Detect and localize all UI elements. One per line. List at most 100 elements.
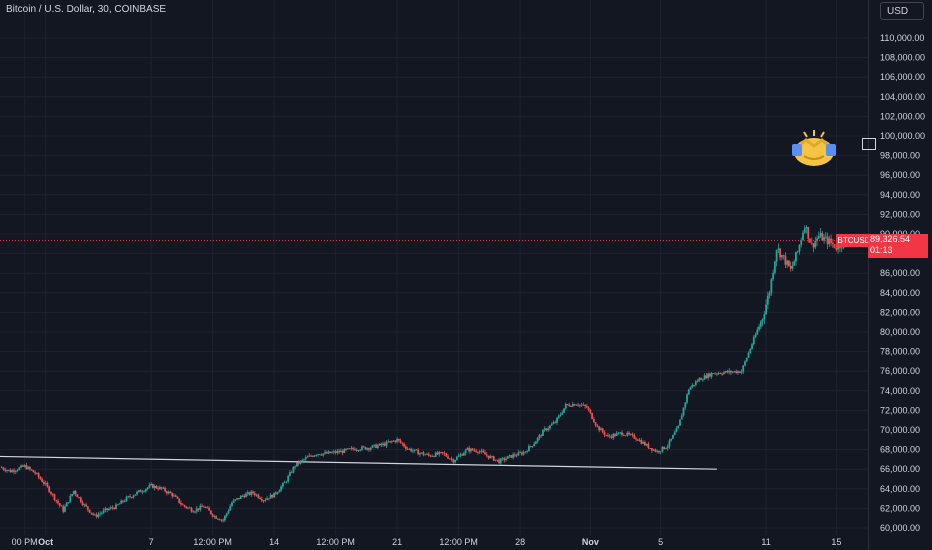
candle-body [392,440,395,442]
candle-body [139,490,142,493]
candle-body [749,348,752,353]
candle-body [484,452,486,455]
candle-body [104,508,107,511]
candle-body [441,452,444,453]
candle-body [443,452,446,454]
candle-body [505,458,507,461]
candle-body [362,446,365,448]
candle-body [345,448,348,450]
candle-body [190,508,193,512]
candle-body [336,451,339,453]
candle-body [781,255,783,258]
candle-body [610,436,613,438]
x-tick-label: 12:00 PM [316,537,355,547]
candle-body [629,434,632,436]
candle-body [462,453,465,456]
candle-body [494,459,497,461]
candle-body [457,455,460,458]
candle-body [643,441,646,446]
candle-body [127,496,130,498]
candle-body [694,381,697,385]
candle-body [185,506,188,508]
candle-body [408,448,411,450]
candle-body [693,384,695,386]
candle-body [359,449,362,451]
candle-body [264,499,267,501]
candle-body [148,485,151,488]
candle-body [517,452,520,456]
candle-body [308,455,311,457]
candle-body [169,491,172,494]
candle-body [324,452,326,454]
candle-body [603,432,606,435]
candle-body [450,458,453,460]
candle-body [659,451,662,453]
candle-body [113,507,116,509]
candle-body [807,227,810,239]
candle-body [656,450,659,452]
y-tick-label: 84,000.00 [880,288,920,298]
candle-body [828,238,831,245]
candle-body [192,511,195,513]
candle-body [215,516,218,519]
candle-body [390,441,393,443]
candle-body [348,448,351,450]
candle-body [478,451,481,453]
candle-body [559,414,562,416]
candle-body [642,441,644,444]
currency-button[interactable]: USD [880,2,924,20]
candle-body [737,371,739,373]
candle-body [213,516,216,517]
candle-body [768,292,771,296]
candle-body [43,482,45,484]
candle-body [246,492,249,494]
candle-body [129,496,131,498]
x-tick-label: 7 [149,537,154,547]
candle-body [712,373,715,375]
candle-body [195,508,198,512]
alert-marker[interactable] [862,138,876,150]
candle-body [612,434,615,438]
candle-body [475,450,478,452]
candle-body [88,509,91,513]
candle-body [352,447,355,450]
candle-body [389,441,391,443]
candle-body [417,449,420,455]
candle-body [689,387,692,390]
candle-body [700,378,702,380]
candle-body [334,451,337,453]
candle-body [253,493,256,496]
candle-body [21,465,24,467]
candle-body [276,492,279,494]
y-tick-label: 70,000.00 [880,425,920,435]
candle-body [686,394,688,403]
candle-body [570,406,572,407]
candle-body [663,446,666,449]
candle-body [723,372,725,375]
candle-body [347,448,349,450]
candle-body [840,247,843,249]
candle-body [14,470,17,472]
candle-body [27,466,30,470]
candle-body [728,370,731,373]
candle-body [454,460,456,463]
candle-body [584,404,587,407]
candle-body [819,233,822,236]
candle-body [211,514,214,517]
candle-body [675,428,678,433]
candle-body [810,242,813,244]
candle-body [665,448,667,449]
candle-body [83,504,86,506]
candle-body [50,492,52,494]
candle-body [631,434,634,436]
candle-body [301,459,304,461]
candle-body [714,373,717,375]
candle-body [496,459,499,461]
candle-body [48,486,51,493]
candle-body [143,491,145,493]
candle-body [703,375,706,380]
candle-body [281,483,284,487]
candle-body [480,450,483,452]
candle-body [216,518,219,520]
